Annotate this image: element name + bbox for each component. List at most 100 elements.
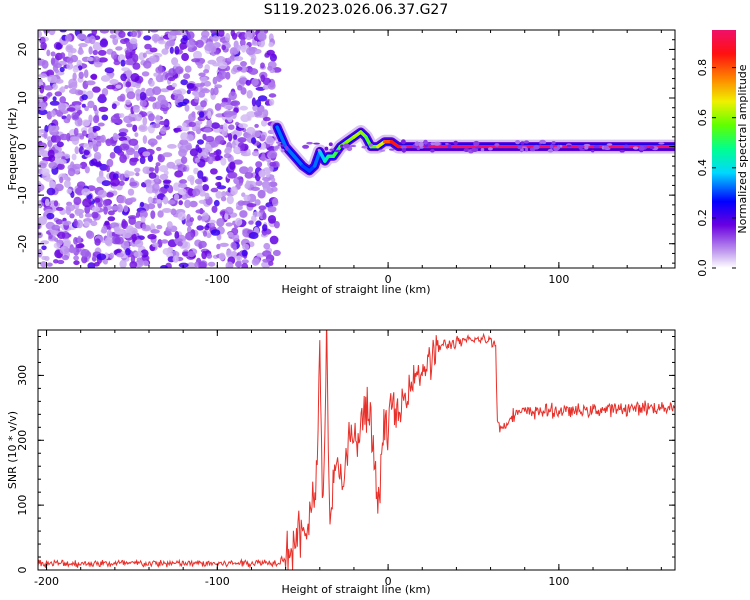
noise-speck xyxy=(38,130,42,139)
noise-speck xyxy=(84,105,89,112)
noise-speck xyxy=(157,154,165,163)
noise-speck xyxy=(63,174,69,181)
noise-speck xyxy=(110,177,120,187)
noise-speck xyxy=(239,105,248,111)
noise-speck xyxy=(203,127,212,133)
trace-speck xyxy=(418,141,424,147)
noise-speck xyxy=(183,73,191,80)
noise-speck xyxy=(210,168,218,175)
noise-speck xyxy=(231,233,240,241)
noise-speck xyxy=(80,248,90,258)
trace-speck xyxy=(638,145,645,151)
noise-speck xyxy=(174,93,185,102)
noise-speck xyxy=(241,259,249,264)
noise-speck xyxy=(140,249,149,258)
noise-speck xyxy=(81,94,88,101)
noise-speck xyxy=(239,38,246,47)
colorbar-tick-label: 0.4 xyxy=(696,159,709,177)
noise-speck xyxy=(179,145,189,154)
noise-speck xyxy=(142,166,151,174)
noise-speck xyxy=(162,152,173,158)
trace-speck xyxy=(539,139,546,144)
noise-speck xyxy=(109,34,117,39)
noise-speck xyxy=(125,99,131,105)
noise-speck xyxy=(66,107,76,112)
noise-speck xyxy=(215,155,220,161)
noise-speck xyxy=(177,211,186,221)
x-tick-label: 100 xyxy=(548,273,569,286)
noise-speck xyxy=(198,72,206,77)
noise-speck xyxy=(38,200,42,209)
noise-speck xyxy=(257,189,266,199)
trace-speck xyxy=(324,146,329,151)
noise-speck xyxy=(218,30,225,37)
noise-speck xyxy=(246,203,257,208)
noise-speck xyxy=(172,255,179,263)
noise-speck xyxy=(194,157,200,163)
noise-speck xyxy=(87,100,95,109)
trace-speck xyxy=(649,146,655,150)
trace-speck xyxy=(603,145,610,150)
noise-speck xyxy=(269,235,279,245)
noise-speck xyxy=(139,91,147,101)
noise-speck xyxy=(71,112,80,121)
noise-speck xyxy=(212,35,219,42)
trace-speck xyxy=(281,148,285,153)
noise-speck xyxy=(225,222,233,227)
noise-speck xyxy=(107,216,116,222)
noise-speck xyxy=(148,172,157,179)
noise-speck xyxy=(138,259,143,266)
noise-speck xyxy=(255,161,263,168)
noise-speck xyxy=(238,77,248,85)
trace-speck xyxy=(453,140,459,145)
x-tick-label: -200 xyxy=(34,273,59,286)
noise-speck xyxy=(73,237,79,245)
spectrogram-x-axis: -200 -100 0 100 xyxy=(34,30,662,286)
noise-speck xyxy=(254,123,259,128)
noise-speck xyxy=(215,175,223,181)
noise-speck xyxy=(201,250,207,260)
noise-speck xyxy=(44,85,54,91)
noise-speck xyxy=(97,202,103,208)
noise-speck xyxy=(227,232,234,237)
noise-speck xyxy=(86,230,93,238)
noise-speck xyxy=(92,139,97,147)
noise-speck xyxy=(262,184,271,192)
noise-speck xyxy=(199,190,206,197)
noise-speck xyxy=(81,119,91,127)
noise-speck xyxy=(51,135,62,143)
noise-speck xyxy=(98,57,108,63)
noise-speck xyxy=(170,208,177,216)
noise-speck xyxy=(246,90,253,99)
trace-speck xyxy=(494,143,500,147)
noise-speck xyxy=(197,170,204,180)
noise-speck xyxy=(132,124,138,132)
noise-speck xyxy=(161,239,169,244)
noise-speck xyxy=(263,116,271,122)
noise-speck xyxy=(147,233,157,240)
noise-speck xyxy=(50,230,58,236)
noise-speck xyxy=(211,205,218,213)
noise-speck xyxy=(76,33,87,40)
noise-speck xyxy=(59,30,67,33)
noise-speck xyxy=(203,80,212,87)
trace-speck xyxy=(550,144,553,150)
noise-speck xyxy=(50,51,56,57)
noise-speck xyxy=(118,128,129,134)
noise-speck xyxy=(208,139,219,148)
noise-speck xyxy=(74,104,81,111)
noise-speck xyxy=(228,91,237,101)
noise-speck xyxy=(267,65,273,71)
noise-speck xyxy=(189,176,195,186)
noise-speck xyxy=(267,82,276,90)
noise-speck xyxy=(105,192,114,198)
noise-speck xyxy=(216,218,225,227)
noise-speck xyxy=(46,262,53,267)
noise-speck xyxy=(262,224,268,232)
noise-speck xyxy=(257,32,267,42)
noise-speck xyxy=(207,110,212,120)
noise-speck xyxy=(186,83,195,89)
noise-speck xyxy=(88,141,94,149)
noise-speck xyxy=(81,188,91,196)
trace-speck xyxy=(524,140,529,144)
